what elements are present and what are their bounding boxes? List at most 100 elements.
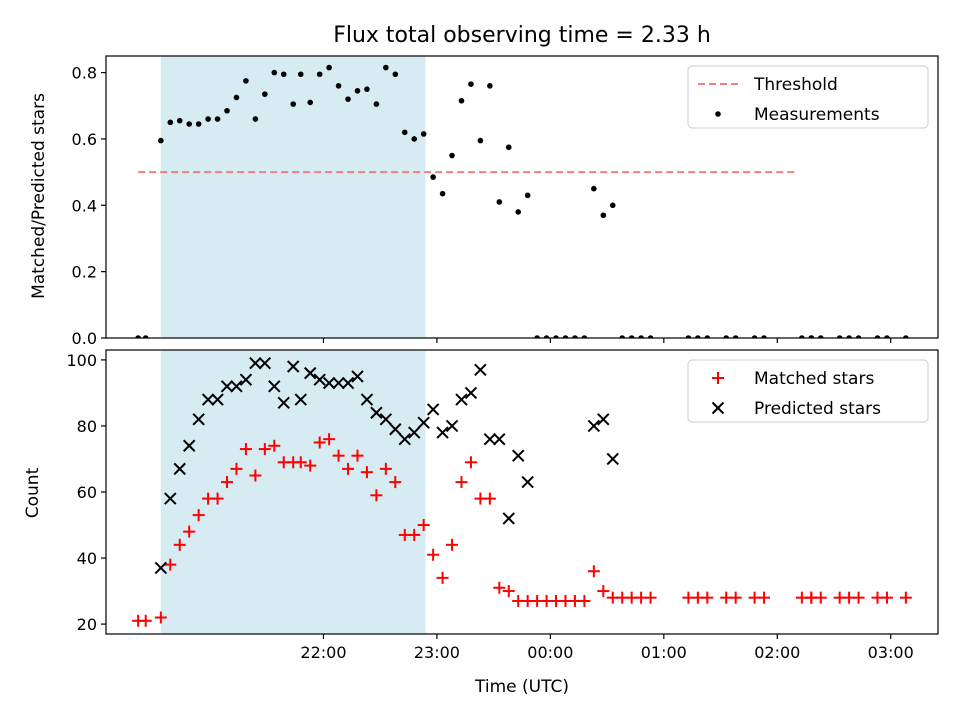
x-tick-label: 23:00: [414, 643, 460, 662]
legend-label: Predicted stars: [754, 399, 881, 419]
predicted-star-point: [239, 373, 253, 386]
measurement-point: [458, 97, 465, 104]
y-tick-label: 80: [77, 417, 97, 436]
measurement-point: [364, 86, 370, 92]
predicted-star-point: [606, 452, 619, 466]
measurement-point: [167, 119, 174, 126]
matched-star-point: [493, 581, 506, 594]
x-marker-b: [201, 393, 215, 406]
data-layer: [132, 357, 912, 627]
predicted-star-point: [587, 419, 601, 433]
chart-title: Flux total observing time = 2.33 h: [333, 23, 711, 48]
measurement-point: [572, 335, 578, 338]
predicted-star-point: [211, 393, 224, 406]
predicted-star-point: [408, 426, 421, 439]
measurement-point: [543, 335, 550, 338]
measurement-point: [638, 335, 644, 338]
matched-star-point: [342, 462, 355, 475]
measurement-point: [205, 116, 211, 122]
predicted-star-point: [521, 475, 534, 489]
x-marker-b: [426, 403, 440, 416]
matched-star-point: [323, 433, 336, 446]
measurement-point: [884, 335, 890, 338]
measurement-point: [628, 335, 635, 338]
x-marker-b: [249, 357, 262, 370]
predicted-star-point: [182, 439, 196, 452]
measurement-point: [647, 335, 654, 338]
x-marker-b: [436, 426, 449, 439]
measurement-point: [271, 69, 278, 76]
measurement-point: [430, 174, 436, 180]
x-marker-b: [258, 357, 272, 370]
predicted-star-point: [154, 561, 168, 575]
legend-x-b: [711, 401, 725, 415]
y-tick-label: 0.0: [72, 329, 97, 348]
measurement-point: [449, 152, 455, 159]
y-tick-label: 100: [66, 351, 97, 370]
predicted-star-point: [483, 432, 497, 446]
matched-star-point: [370, 489, 383, 502]
measurement-point: [135, 335, 141, 338]
predicted-star-point: [502, 512, 515, 525]
predicted-star-point: [426, 403, 440, 416]
bottom-y-axis-label: Count: [23, 467, 43, 518]
matched-star-point: [455, 476, 468, 489]
measurement-point: [732, 335, 739, 338]
x-marker-b: [220, 380, 234, 393]
measurement-point: [817, 335, 824, 338]
measurement-point: [723, 335, 730, 338]
y-tick-label: 60: [77, 483, 97, 502]
x-marker-b: [322, 376, 336, 390]
measurement-point: [373, 101, 380, 107]
matched-star-point: [597, 585, 610, 598]
matched-star-point: [211, 492, 224, 505]
measurement-point: [515, 209, 522, 215]
x-marker-b: [370, 406, 383, 419]
measurement-point: [345, 96, 351, 102]
x-marker-b: [512, 449, 525, 462]
measurement-point: [176, 117, 183, 124]
measurement-point: [280, 71, 287, 78]
x-marker-b: [277, 396, 290, 410]
predicted-star-point: [277, 396, 290, 410]
data-layer: [135, 64, 909, 338]
measurement-point: [354, 88, 361, 94]
x-tick-label: 03:00: [868, 643, 914, 662]
x-marker-b: [521, 475, 534, 489]
measurement-point: [326, 64, 332, 71]
x-marker-b: [502, 512, 515, 525]
top-y-axis-label: Matched/Predicted stars: [29, 93, 49, 299]
predicted-star-point: [304, 366, 317, 380]
matched-star-point: [446, 538, 459, 551]
x-marker-b: [192, 413, 205, 426]
x-marker-b: [464, 386, 478, 400]
measurement-point: [524, 192, 531, 199]
measurement-point: [581, 335, 588, 338]
x-marker-b: [211, 393, 224, 406]
measurement-point: [316, 71, 323, 78]
predicted-star-point: [597, 413, 610, 426]
measurement-point: [874, 335, 881, 338]
measurement-point: [846, 335, 852, 338]
x-marker-b: [474, 363, 487, 377]
x-marker-b: [268, 380, 281, 393]
measurement-point: [695, 335, 701, 338]
predicted-star-point: [286, 360, 300, 373]
matched-star-point: [249, 469, 262, 482]
y-tick-label: 0.2: [72, 263, 97, 282]
measurement-point: [903, 335, 909, 338]
measurement-point: [591, 185, 597, 192]
predicted-star-point: [173, 462, 186, 476]
y-tick-label: 0.8: [72, 64, 97, 83]
predicted-star-point: [493, 432, 506, 446]
axes-frame: [105, 55, 939, 339]
legend-matched-swatch: [712, 372, 724, 384]
measurement-point: [252, 116, 259, 122]
matched-star-point: [899, 591, 912, 604]
matched-star-point: [221, 476, 234, 489]
x-marker-b: [493, 432, 506, 446]
measurement-point: [609, 202, 616, 209]
matched-star-point: [294, 456, 307, 469]
matched-star-point: [483, 492, 496, 505]
